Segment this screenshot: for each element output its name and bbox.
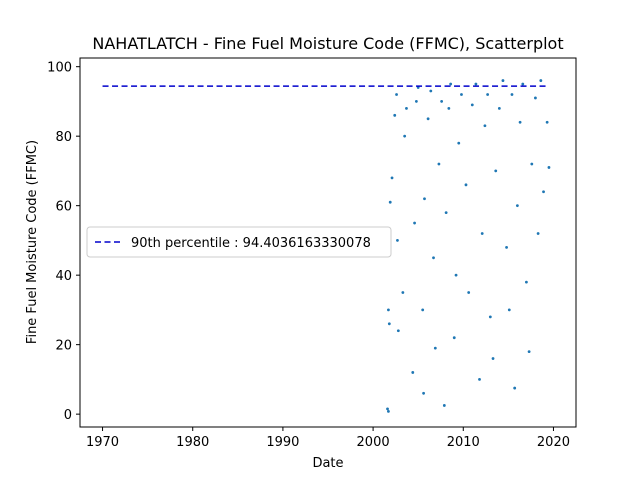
data-point [387,409,390,413]
data-point [405,106,408,110]
y-tick-label: 80 [55,130,72,145]
data-point [467,291,471,294]
data-point [457,141,461,145]
y-axis-label: Fine Fuel Moisture Code (FFMC) [25,140,40,344]
data-point [432,256,435,260]
data-point [393,113,397,117]
scatter-points [386,79,551,413]
x-tick-label: 1980 [176,435,209,450]
data-point [422,391,425,395]
data-point [387,322,391,326]
data-point [521,82,525,86]
data-point [478,378,481,381]
x-tick-label: 1990 [266,435,299,450]
data-point [396,239,399,242]
data-point [395,93,398,96]
data-point [423,197,426,201]
y-tick-label: 20 [55,339,72,354]
data-point [414,100,418,103]
data-point [542,190,545,194]
chart-title: NAHATLATCH - Fine Fuel Moisture Code (FF… [92,34,563,53]
data-point [513,386,517,390]
data-point [497,106,501,110]
data-point [437,162,441,166]
data-point [494,169,498,173]
data-point [403,134,407,138]
data-point [454,273,458,277]
legend-label: 90th percentile : 94.4036163330078 [131,236,371,251]
x-tick-label: 2020 [537,435,570,450]
x-tick-label: 2010 [447,435,480,450]
data-point [545,120,549,124]
data-point [447,106,451,110]
data-point [491,357,495,360]
data-point [452,336,456,340]
data-point [527,350,531,353]
data-point [539,79,543,82]
data-point [507,308,511,312]
data-point [449,82,453,86]
data-point [525,280,528,284]
legend: 90th percentile : 94.4036163330078 [86,226,392,258]
data-point [426,117,430,121]
data-point [470,103,474,107]
data-point [534,96,537,100]
data-point [505,245,508,249]
data-point [386,407,389,411]
x-axis-ticks: 1970 1980 1990 2000 2010 2020 [86,427,570,450]
x-tick-label: 1970 [86,435,119,450]
legend-box [86,226,392,258]
data-point [387,308,390,312]
data-point [433,346,437,350]
data-point [460,93,463,96]
data-point [401,291,405,294]
data-point [480,232,484,235]
data-point [547,166,551,169]
x-axis-label: Date [312,456,343,471]
data-point [442,404,446,407]
data-point [388,200,392,204]
data-point [486,93,490,96]
data-point [390,176,394,180]
plot-frame [79,57,577,428]
data-point [411,371,415,374]
data-point [510,93,514,96]
data-point [483,124,487,128]
y-tick-label: 40 [55,269,72,284]
data-point [536,232,540,235]
data-point [530,162,534,166]
y-tick-label: 100 [47,61,72,76]
data-point [440,100,444,103]
y-tick-label: 0 [64,408,72,423]
data-point [488,315,492,319]
data-point [413,221,416,225]
data-point [444,211,448,215]
data-point [518,120,522,124]
x-tick-label: 2000 [357,435,390,450]
data-point [464,183,468,187]
data-point [396,329,400,333]
data-point [474,82,478,86]
data-point [429,89,433,93]
y-axis-ticks: 0 20 40 60 80 100 [47,61,80,423]
data-point [501,79,505,82]
y-tick-label: 60 [55,200,72,215]
data-point [515,204,519,208]
data-point [421,308,425,312]
